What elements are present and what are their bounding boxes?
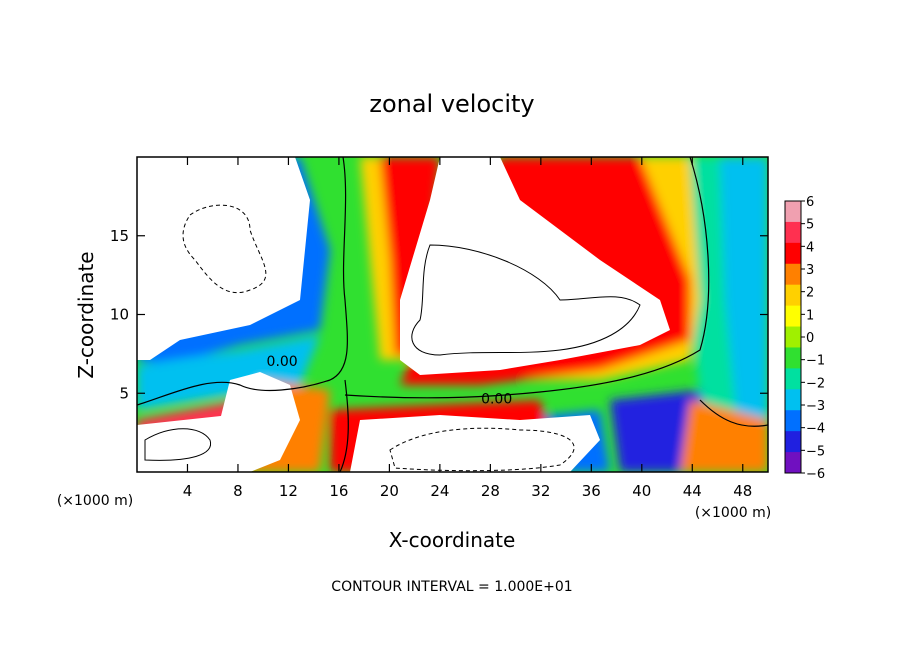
colorbar-swatch xyxy=(785,452,801,474)
y-tick-label: 15 xyxy=(110,227,129,245)
x-tick-label: 4 xyxy=(183,482,193,500)
colorbar-swatch xyxy=(785,410,801,432)
x-tick-label: 20 xyxy=(380,482,399,500)
colorbar-swatch xyxy=(785,201,801,223)
colorbar-label: −3 xyxy=(806,399,825,414)
x-tick-label: 44 xyxy=(683,482,702,500)
colorbar-label: 0 xyxy=(806,331,814,346)
y-axis-title: Z-coordinate xyxy=(74,251,98,378)
colorbar: 6 5 4 3 2 1 0 −1 −2 −3 −4 −5 −6 xyxy=(784,195,825,482)
x-tick-label: 16 xyxy=(329,482,348,500)
colorbar-swatch xyxy=(785,305,801,328)
contour-interval-footnote: CONTOUR INTERVAL = 1.000E+01 xyxy=(331,579,572,595)
x-axis: 4 8 12 16 20 24 28 32 36 40 44 48 xyxy=(183,157,752,500)
colorbar-label: 3 xyxy=(806,263,814,278)
velocity-field xyxy=(137,157,768,472)
x-tick-label: 48 xyxy=(733,482,752,500)
colorbar-swatch xyxy=(785,263,801,286)
y-axis: 5 10 15 xyxy=(110,227,768,402)
x-tick-label: 8 xyxy=(233,482,243,500)
chart-title: zonal velocity xyxy=(369,90,534,118)
colorbar-swatch xyxy=(785,326,801,348)
colorbar-label: −4 xyxy=(806,422,825,437)
colorbar-label: −6 xyxy=(806,467,825,482)
contour-label: 0.00 xyxy=(267,354,298,370)
x-unit-label-right: (×1000 m) xyxy=(695,505,771,521)
colorbar-label: −2 xyxy=(806,376,825,391)
colorbar-swatch xyxy=(785,242,801,265)
x-tick-label: 36 xyxy=(582,482,601,500)
colorbar-label: 4 xyxy=(806,240,814,255)
x-tick-label: 24 xyxy=(430,482,449,500)
colorbar-swatch xyxy=(785,284,801,307)
colorbar-swatch xyxy=(785,431,801,453)
contour-label: 0.00 xyxy=(481,392,512,408)
x-tick-label: 32 xyxy=(531,482,550,500)
colorbar-label: −1 xyxy=(806,354,825,369)
colorbar-swatch xyxy=(785,221,801,244)
colorbar-label: 6 xyxy=(806,195,814,210)
colorbar-swatch xyxy=(785,368,801,390)
colorbar-swatch xyxy=(785,389,801,411)
x-tick-label: 28 xyxy=(481,482,500,500)
colorbar-label: 1 xyxy=(806,308,814,323)
x-unit-label-left: (×1000 m) xyxy=(57,493,133,509)
colorbar-swatch xyxy=(785,347,801,369)
y-tick-label: 5 xyxy=(119,384,129,402)
contour-labels: 0.00 0.00 xyxy=(267,354,513,408)
colorbar-label: −5 xyxy=(806,444,825,459)
x-axis-title: X-coordinate xyxy=(389,528,516,552)
x-tick-label: 40 xyxy=(632,482,651,500)
x-tick-label: 12 xyxy=(279,482,298,500)
colorbar-label: 5 xyxy=(806,218,814,233)
colorbar-label: 2 xyxy=(806,286,814,301)
y-tick-label: 10 xyxy=(110,306,129,324)
